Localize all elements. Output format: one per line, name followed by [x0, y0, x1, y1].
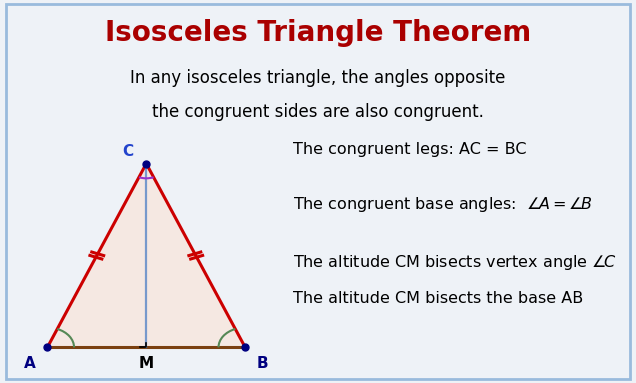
Text: The congruent base angles:  $\angle\!A = \angle\!B$: The congruent base angles: $\angle\!A = …: [293, 195, 592, 214]
Text: B: B: [257, 356, 269, 371]
Text: The congruent legs: AC = BC: The congruent legs: AC = BC: [293, 142, 526, 157]
Text: M: M: [139, 356, 154, 371]
Polygon shape: [47, 164, 245, 347]
Text: C: C: [122, 144, 134, 159]
Text: Isosceles Triangle Theorem: Isosceles Triangle Theorem: [105, 19, 531, 47]
Text: The altitude CM bisects vertex angle $\angle\!C$: The altitude CM bisects vertex angle $\a…: [293, 253, 616, 272]
Text: The altitude CM bisects the base AB: The altitude CM bisects the base AB: [293, 291, 583, 306]
Text: the congruent sides are also congruent.: the congruent sides are also congruent.: [152, 103, 484, 121]
Text: In any isosceles triangle, the angles opposite: In any isosceles triangle, the angles op…: [130, 69, 506, 87]
Text: A: A: [24, 356, 36, 371]
